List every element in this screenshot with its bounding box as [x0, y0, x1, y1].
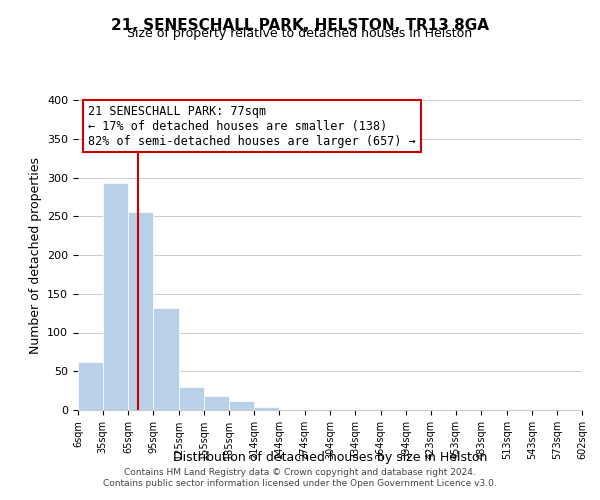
Text: 21, SENESCHALL PARK, HELSTON, TR13 8GA: 21, SENESCHALL PARK, HELSTON, TR13 8GA	[111, 18, 489, 32]
Bar	[229, 400, 254, 410]
Bar	[78, 362, 103, 410]
Text: Contains HM Land Registry data © Crown copyright and database right 2024.
Contai: Contains HM Land Registry data © Crown c…	[103, 468, 497, 487]
Text: 21 SENESCHALL PARK: 77sqm
← 17% of detached houses are smaller (138)
82% of semi: 21 SENESCHALL PARK: 77sqm ← 17% of detac…	[88, 104, 416, 148]
Text: Distribution of detached houses by size in Helston: Distribution of detached houses by size …	[173, 451, 487, 464]
Bar	[507, 409, 532, 410]
Y-axis label: Number of detached properties: Number of detached properties	[29, 156, 41, 354]
Text: Size of property relative to detached houses in Helston: Size of property relative to detached ho…	[127, 28, 473, 40]
Bar	[204, 396, 229, 410]
Bar	[179, 387, 204, 410]
Bar	[254, 407, 279, 410]
Bar	[103, 183, 128, 410]
Bar	[128, 212, 153, 410]
Bar	[153, 308, 179, 410]
